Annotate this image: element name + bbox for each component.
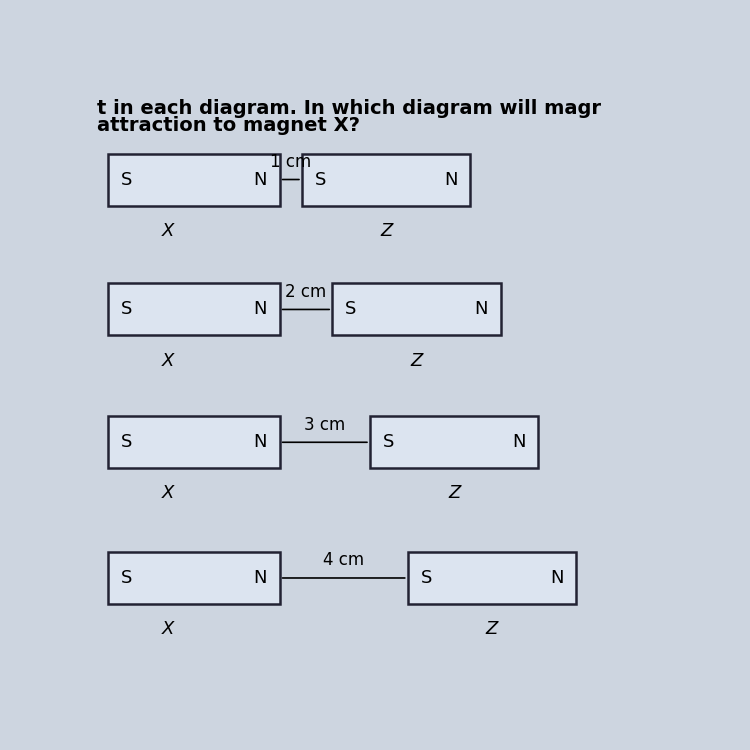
Text: Z: Z [410, 352, 422, 370]
Text: attraction to magnet X?: attraction to magnet X? [97, 116, 360, 135]
Text: 4 cm: 4 cm [323, 551, 364, 569]
Bar [332, 284, 500, 335]
Text: X: X [162, 352, 175, 370]
Text: N: N [254, 301, 267, 319]
Text: 2 cm: 2 cm [285, 283, 326, 301]
Text: N: N [444, 170, 458, 188]
Bar [108, 552, 280, 604]
Text: S: S [121, 433, 133, 451]
Text: N: N [254, 433, 267, 451]
Text: t in each diagram. In which diagram will magr: t in each diagram. In which diagram will… [97, 99, 601, 118]
Bar [108, 154, 280, 206]
Text: S: S [421, 569, 432, 587]
Bar [108, 284, 280, 335]
Text: N: N [512, 433, 526, 451]
Text: N: N [254, 569, 267, 587]
Text: X: X [162, 484, 175, 502]
Text: N: N [550, 569, 563, 587]
Bar [302, 154, 470, 206]
Text: S: S [345, 301, 356, 319]
Text: X: X [162, 222, 175, 240]
Text: Z: Z [380, 222, 392, 240]
Bar [108, 416, 280, 468]
Text: S: S [121, 301, 133, 319]
Text: S: S [121, 569, 133, 587]
Text: S: S [121, 170, 133, 188]
Text: Z: Z [486, 620, 498, 638]
Text: S: S [382, 433, 394, 451]
Text: X: X [162, 620, 175, 638]
Text: Z: Z [448, 484, 460, 502]
Text: N: N [254, 170, 267, 188]
Text: N: N [474, 301, 488, 319]
Text: 3 cm: 3 cm [304, 416, 346, 434]
Text: 1 cm: 1 cm [270, 153, 311, 171]
Text: S: S [315, 170, 326, 188]
Bar [370, 416, 538, 468]
Bar [408, 552, 576, 604]
